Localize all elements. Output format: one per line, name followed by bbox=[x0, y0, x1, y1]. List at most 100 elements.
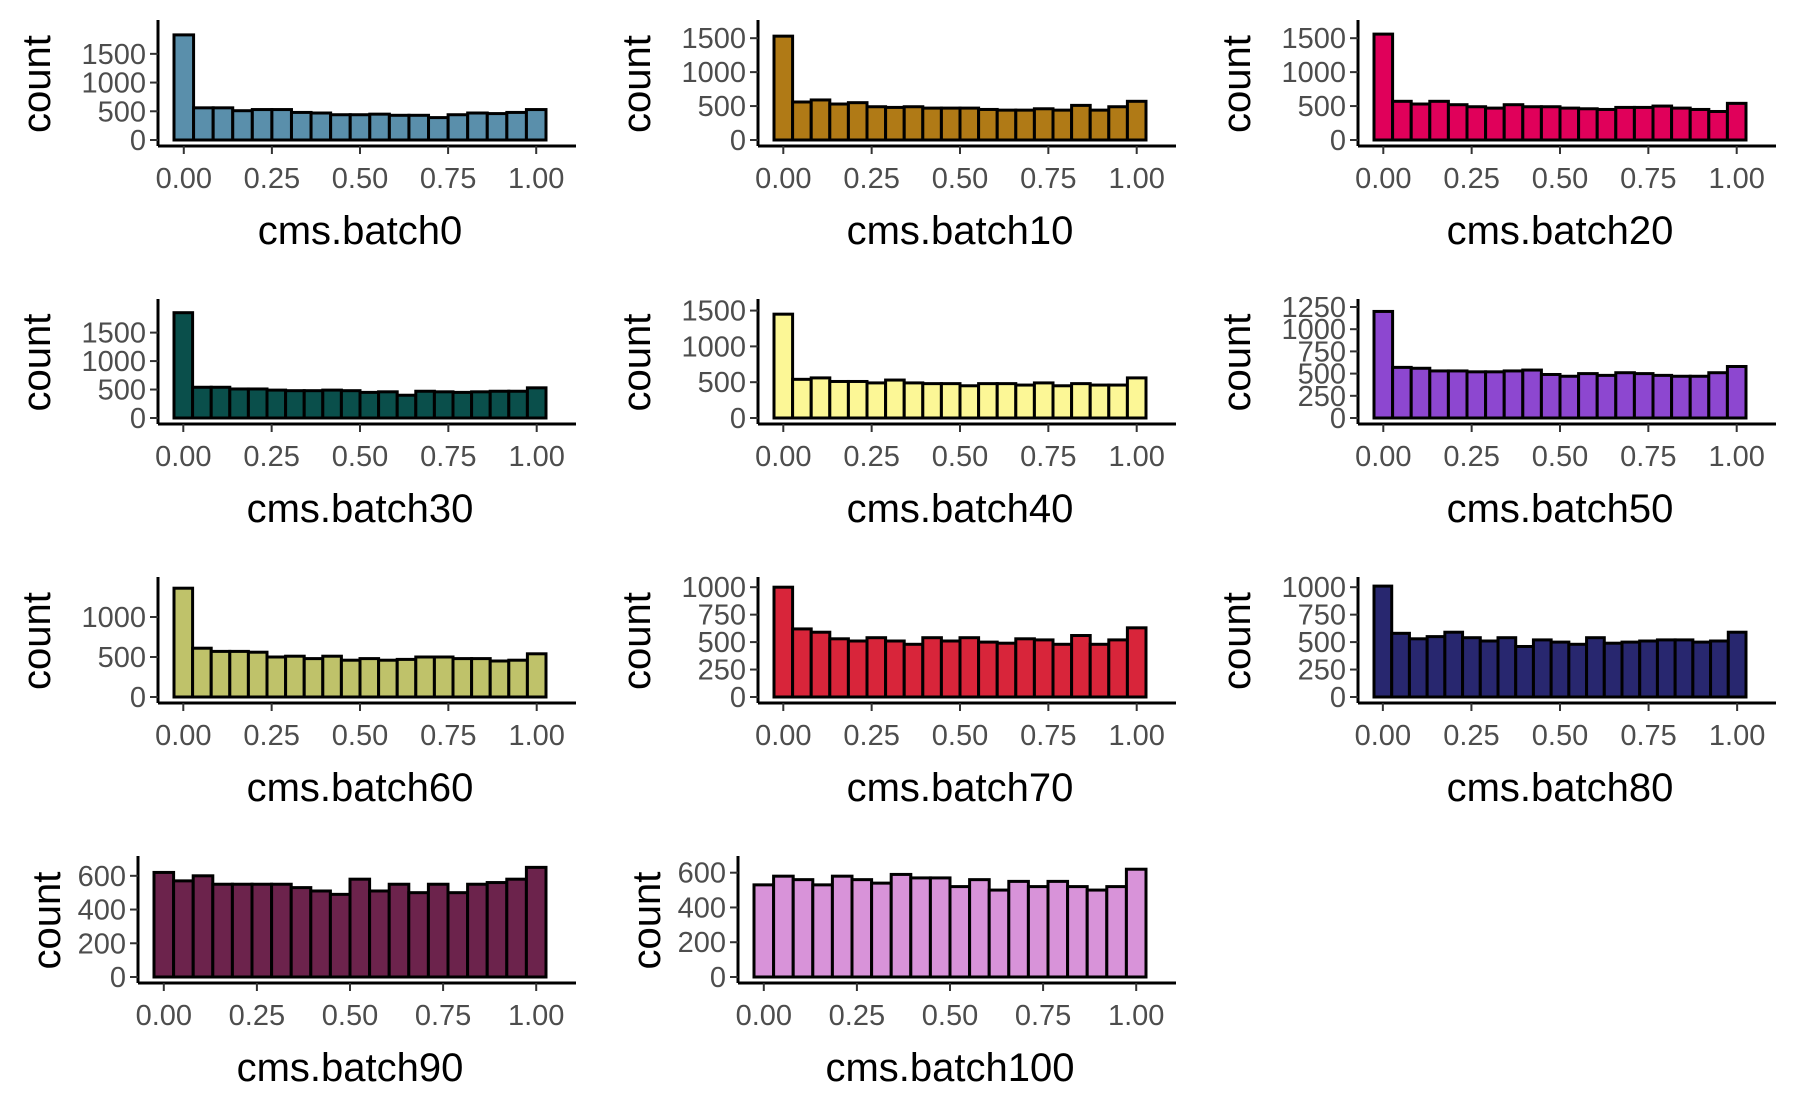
bar bbox=[1670, 374, 1692, 420]
bar bbox=[921, 636, 943, 699]
bar bbox=[1484, 370, 1506, 420]
bar bbox=[1014, 383, 1036, 420]
x-tick-label: 0.25 bbox=[829, 1000, 885, 1032]
x-tick-label: 0.75 bbox=[1020, 720, 1076, 752]
bar bbox=[1651, 373, 1674, 420]
bar bbox=[524, 108, 548, 142]
bar bbox=[977, 107, 999, 142]
bar bbox=[451, 657, 474, 699]
bar bbox=[339, 389, 362, 420]
bar bbox=[1066, 885, 1089, 979]
bar bbox=[811, 883, 834, 979]
bar bbox=[211, 882, 234, 979]
bar bbox=[1707, 371, 1729, 420]
bar bbox=[968, 878, 991, 979]
x-tick-label: 0.00 bbox=[736, 1000, 792, 1032]
bar bbox=[809, 376, 832, 420]
x-axis-title: cms.batch40 bbox=[847, 487, 1074, 531]
bar bbox=[791, 377, 813, 420]
bar bbox=[1567, 642, 1589, 699]
bar bbox=[289, 110, 313, 142]
bar bbox=[1638, 639, 1659, 699]
bar bbox=[1443, 630, 1465, 699]
x-tick-label: 1.00 bbox=[1108, 1000, 1164, 1032]
bar bbox=[1558, 374, 1581, 420]
y-tick-label: 1000 bbox=[681, 57, 746, 89]
x-tick-label: 0.00 bbox=[155, 720, 211, 752]
y-tick-label: 0 bbox=[130, 403, 146, 435]
bar bbox=[414, 655, 436, 699]
bar bbox=[995, 108, 1018, 142]
bar bbox=[902, 105, 925, 142]
bar bbox=[995, 641, 1018, 699]
x-tick-label: 0.00 bbox=[156, 163, 212, 195]
x-tick-label: 0.50 bbox=[1532, 720, 1588, 752]
x-tick-label: 0.00 bbox=[1355, 720, 1411, 752]
bar bbox=[884, 639, 906, 699]
bar bbox=[1691, 640, 1713, 699]
y-tick-label: 250 bbox=[698, 655, 746, 687]
bar bbox=[470, 657, 492, 699]
bar bbox=[921, 106, 943, 142]
bar bbox=[1465, 370, 1488, 420]
bar bbox=[395, 393, 418, 420]
bar bbox=[1496, 636, 1518, 699]
bar bbox=[939, 106, 962, 142]
bar bbox=[211, 106, 235, 142]
bar bbox=[1428, 369, 1450, 420]
bar bbox=[1531, 638, 1553, 699]
bar bbox=[228, 387, 250, 420]
bar bbox=[1051, 384, 1074, 420]
bar bbox=[1391, 99, 1413, 142]
bar bbox=[470, 390, 492, 420]
x-tick-label: 0.75 bbox=[1015, 1000, 1071, 1032]
bar bbox=[426, 882, 450, 979]
y-tick-label: 500 bbox=[98, 375, 146, 407]
bar bbox=[1070, 634, 1092, 699]
y-tick-label: 1000 bbox=[81, 68, 146, 100]
bar bbox=[485, 112, 509, 142]
y-tick-label: 0 bbox=[1330, 403, 1346, 435]
bar bbox=[1521, 368, 1543, 420]
bar bbox=[1088, 108, 1111, 142]
y-axis-title: count bbox=[625, 872, 669, 970]
x-tick-label: 0.00 bbox=[1355, 163, 1411, 195]
bar bbox=[791, 100, 813, 142]
bar bbox=[1614, 371, 1636, 420]
x-tick-label: 1.00 bbox=[508, 720, 564, 752]
x-tick-label: 0.25 bbox=[1443, 441, 1499, 473]
y-tick-label: 0 bbox=[130, 682, 146, 714]
x-axis-title: cms.batch50 bbox=[1447, 487, 1674, 531]
bar bbox=[1688, 374, 1711, 420]
bar bbox=[507, 389, 529, 420]
x-tick-label: 0.25 bbox=[229, 1000, 285, 1032]
bar bbox=[488, 389, 511, 420]
x-tick-label: 0.50 bbox=[332, 720, 388, 752]
x-tick-label: 0.25 bbox=[1443, 163, 1499, 195]
bar bbox=[772, 312, 795, 420]
bar bbox=[191, 874, 215, 979]
bar bbox=[1107, 105, 1129, 142]
bar bbox=[1446, 103, 1469, 142]
bar bbox=[191, 385, 213, 420]
x-tick-label: 0.25 bbox=[243, 720, 299, 752]
bar bbox=[921, 382, 943, 420]
bar bbox=[1372, 584, 1394, 699]
x-tick-label: 0.00 bbox=[755, 163, 811, 195]
x-axis-title: cms.batch10 bbox=[847, 209, 1074, 253]
y-axis-title: count bbox=[615, 314, 659, 412]
bar bbox=[1007, 879, 1030, 979]
bar bbox=[1125, 626, 1148, 699]
x-tick-label: 0.75 bbox=[420, 441, 476, 473]
bar bbox=[987, 888, 1011, 979]
bar bbox=[368, 889, 391, 979]
bar bbox=[377, 390, 399, 420]
x-axis-title: cms.batch80 bbox=[1447, 766, 1674, 810]
bar bbox=[265, 388, 288, 420]
bar bbox=[1125, 99, 1148, 142]
bar bbox=[309, 889, 332, 979]
y-tick-label: 500 bbox=[698, 91, 746, 123]
